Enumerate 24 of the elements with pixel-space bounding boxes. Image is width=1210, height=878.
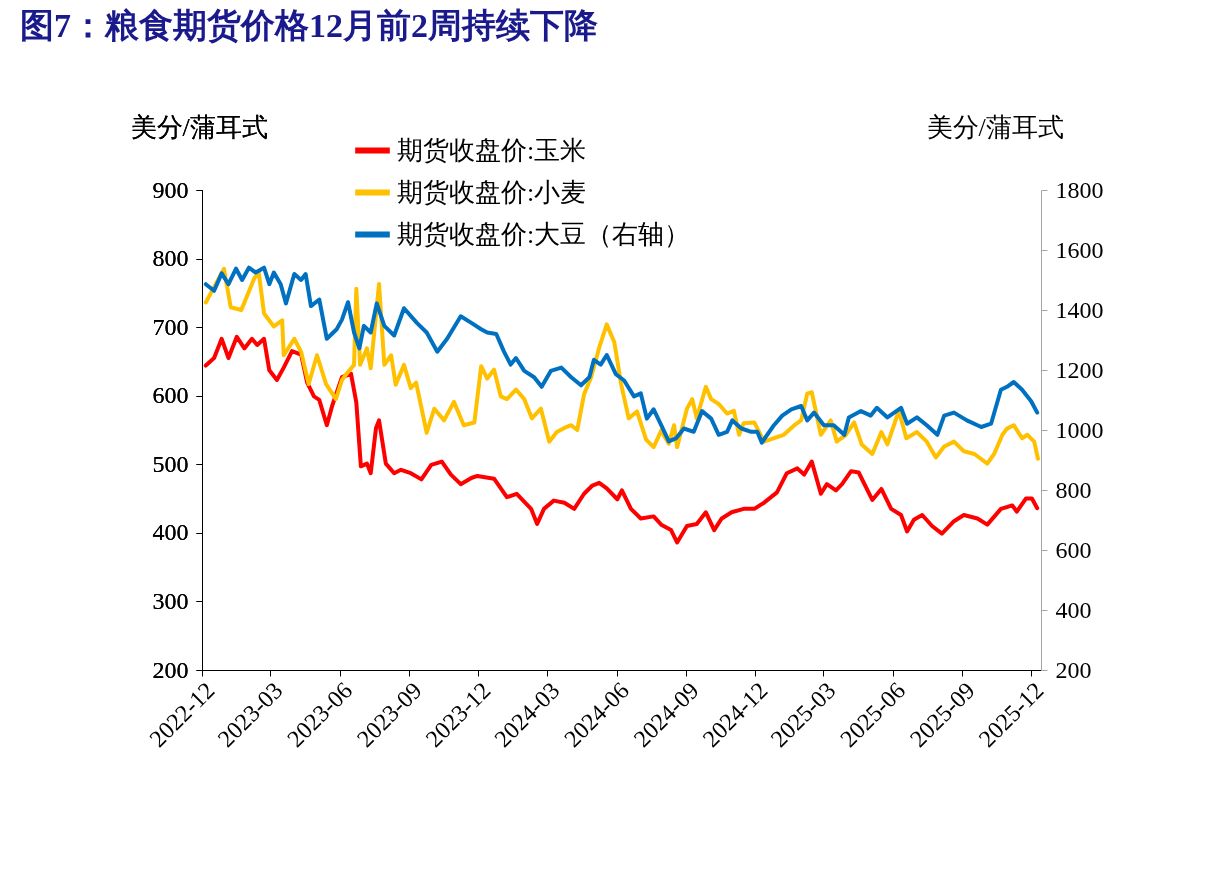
y2-tick-label: 800 (1055, 476, 1092, 503)
y2-tick-label: 1800 (1055, 176, 1104, 203)
y2-tick-label: 1000 (1055, 416, 1104, 443)
y-tick-label: 700 (152, 313, 189, 340)
y-tick-label: 200 (152, 656, 189, 683)
y-tick-label: 600 (152, 382, 189, 409)
legend-label: 期货收盘价:大豆（右轴） (397, 219, 691, 249)
y2-tick-label: 1200 (1055, 356, 1104, 383)
y-tick-label: 800 (152, 245, 189, 272)
y-axis-title: 美分/蒲耳式 (130, 112, 268, 142)
y-tick-label: 400 (152, 519, 189, 546)
y2-tick-label: 400 (1055, 596, 1092, 623)
legend-label: 期货收盘价:小麦 (397, 177, 587, 207)
y2-tick-label: 1400 (1055, 296, 1104, 323)
y-tick-label: 300 (152, 587, 189, 614)
y-tick-label: 500 (152, 450, 189, 477)
y2-tick-label: 600 (1055, 536, 1092, 563)
y2-tick-label: 1600 (1055, 236, 1104, 263)
y2-tick-label: 200 (1055, 656, 1092, 683)
y2-axis-title: 美分/蒲耳式 (926, 112, 1064, 142)
y-tick-label: 900 (152, 176, 189, 203)
line-series (203, 334, 1040, 545)
chart-title: 图7：粮食期货价格12月前2周持续下降 (20, 7, 598, 44)
legend-label: 期货收盘价:玉米 (397, 135, 587, 165)
